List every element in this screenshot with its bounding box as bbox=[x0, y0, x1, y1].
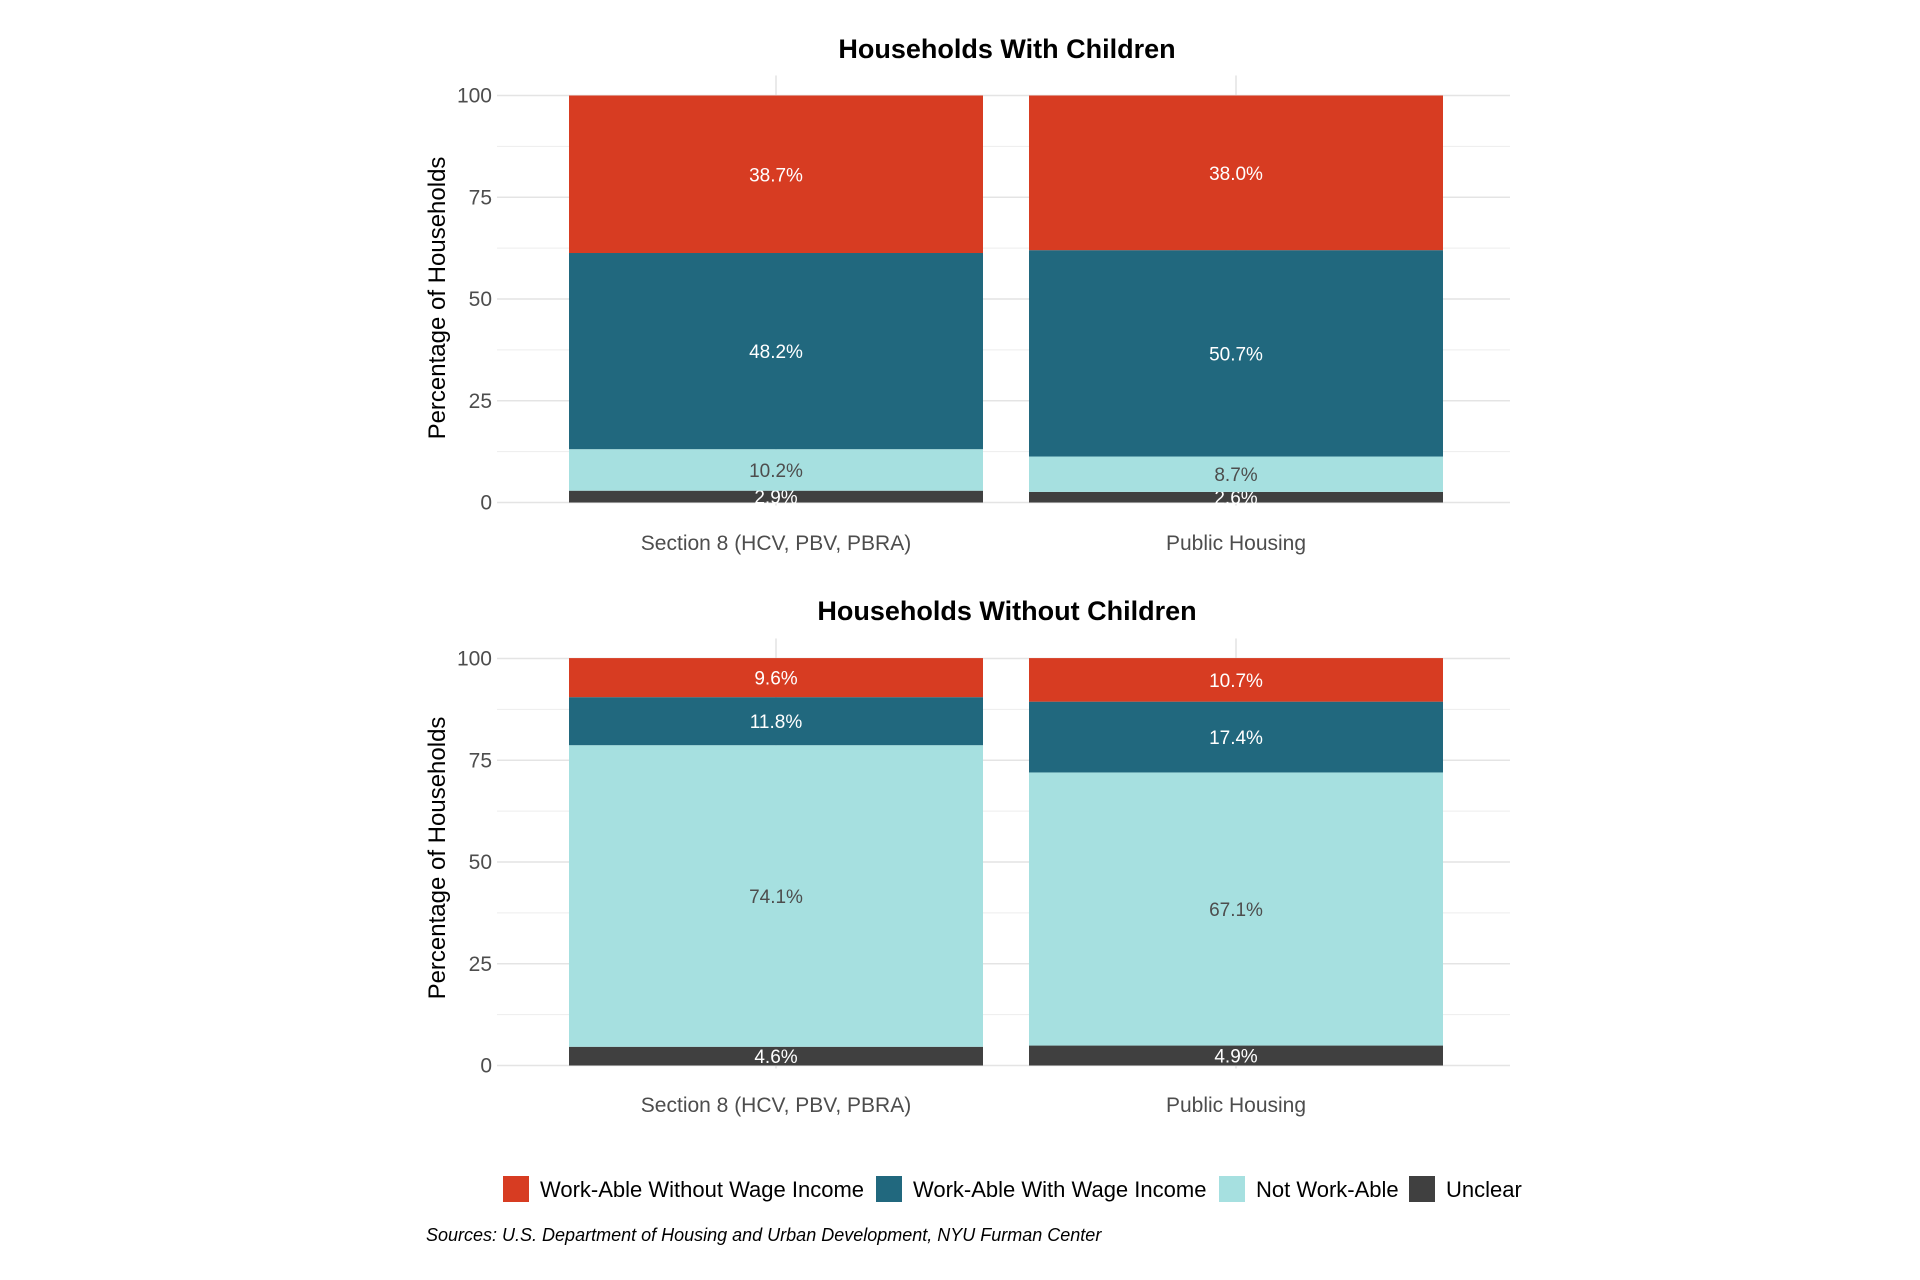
bar-segment-unclear bbox=[1029, 491, 1443, 503]
data-label: 38.0% bbox=[1209, 164, 1263, 185]
y-axis-label: Percentage of Households bbox=[424, 717, 451, 1000]
bar-segment-work-able-with-wage-income bbox=[1029, 701, 1443, 773]
y-tick-label: 0 bbox=[480, 492, 492, 515]
panel-households-with-children: Households With Children Percentage of H… bbox=[424, 34, 1510, 555]
legend-label: Not Work-Able bbox=[1256, 1177, 1399, 1202]
data-label: 11.8% bbox=[750, 712, 803, 733]
y-tick-label: 100 bbox=[457, 85, 492, 108]
data-label: 10.7% bbox=[1209, 671, 1263, 692]
bar-segment-work-able-with-wage-income bbox=[569, 253, 983, 450]
bar-segment-work-able-with-wage-income bbox=[1029, 250, 1443, 457]
data-label: 2.9% bbox=[754, 488, 797, 509]
data-label: 9.6% bbox=[754, 669, 797, 690]
legend-swatch bbox=[503, 1176, 529, 1202]
bar-segment-not-work-able bbox=[569, 745, 983, 1047]
bar-segment-work-able-without-wage-income bbox=[1029, 658, 1443, 702]
data-label: 67.1% bbox=[1209, 900, 1263, 921]
y-tick-label: 75 bbox=[469, 186, 492, 209]
x-tick-label: Section 8 (HCV, PBV, PBRA) bbox=[641, 532, 911, 555]
panel-title: Households With Children bbox=[838, 34, 1175, 64]
bar-segment-work-able-with-wage-income bbox=[569, 697, 983, 746]
y-tick-label: 75 bbox=[469, 749, 492, 772]
legend-swatch bbox=[1409, 1176, 1435, 1202]
legend-label: Work-Able With Wage Income bbox=[913, 1177, 1206, 1202]
bar-segment-work-able-without-wage-income bbox=[1029, 95, 1443, 251]
data-label: 10.2% bbox=[749, 461, 803, 482]
legend-label: Work-Able Without Wage Income bbox=[540, 1177, 864, 1202]
legend-item-unclear: Unclear bbox=[1409, 1176, 1522, 1202]
y-tick-labels: 0 25 50 75 100 bbox=[457, 85, 492, 515]
y-tick-label: 25 bbox=[469, 953, 492, 976]
x-tick-label: Section 8 (HCV, PBV, PBRA) bbox=[641, 1094, 911, 1117]
data-label: 50.7% bbox=[1209, 344, 1263, 365]
y-tick-label: 50 bbox=[469, 851, 492, 874]
data-label: 48.2% bbox=[749, 342, 803, 363]
data-label: 8.7% bbox=[1214, 465, 1257, 486]
data-label: 4.6% bbox=[754, 1047, 797, 1068]
bar-segment-unclear bbox=[569, 490, 983, 503]
y-axis-label: Percentage of Households bbox=[424, 157, 451, 440]
legend-item-work-able-with-wage-income: Work-Able With Wage Income bbox=[876, 1176, 1206, 1202]
data-label: 17.4% bbox=[1209, 728, 1263, 749]
bar-stack-group: 4.6% 74.1% 11.8% 9.6% 4.9% 67.1% 17.4% 10.7% bbox=[569, 658, 1443, 1068]
data-label: 2.6% bbox=[1214, 488, 1257, 509]
y-tick-label: 25 bbox=[469, 390, 492, 413]
bar-segment-not-work-able bbox=[1029, 772, 1443, 1046]
panel-title: Households Without Children bbox=[817, 596, 1196, 626]
y-tick-labels: 0 25 50 75 100 bbox=[457, 648, 492, 1078]
data-label: 4.9% bbox=[1214, 1047, 1257, 1068]
x-tick-labels: Section 8 (HCV, PBV, PBRA) Public Housing bbox=[641, 1094, 1306, 1117]
bar-segment-not-work-able bbox=[569, 449, 983, 491]
bar-segment-work-able-without-wage-income bbox=[569, 95, 983, 254]
bar-segment-work-able-without-wage-income bbox=[569, 658, 983, 698]
x-tick-label: Public Housing bbox=[1166, 1094, 1306, 1117]
source-note: Sources: U.S. Department of Housing and … bbox=[426, 1225, 1102, 1245]
bar-segment-unclear bbox=[569, 1046, 983, 1066]
panel-households-without-children: Households Without Children Percentage o… bbox=[424, 596, 1510, 1117]
legend-swatch bbox=[876, 1176, 902, 1202]
legend-label: Unclear bbox=[1446, 1177, 1522, 1202]
x-tick-label: Public Housing bbox=[1166, 532, 1306, 555]
data-label: 38.7% bbox=[749, 165, 803, 186]
legend: Work-Able Without Wage Income Work-Able W… bbox=[503, 1176, 1522, 1202]
y-tick-label: 50 bbox=[469, 288, 492, 311]
legend-swatch bbox=[1219, 1176, 1245, 1202]
bar-stack-group: 2.9% 10.2% 48.2% 38.7% 2.6%8.7% 50.7% 38.0% bbox=[569, 95, 1443, 509]
y-tick-label: 100 bbox=[457, 648, 492, 671]
bar-segment-unclear bbox=[1029, 1045, 1443, 1066]
x-tick-labels: Section 8 (HCV, PBV, PBRA) Public Housing bbox=[641, 532, 1306, 555]
y-tick-label: 0 bbox=[480, 1055, 492, 1078]
legend-item-work-able-without-wage-income: Work-Able Without Wage Income bbox=[503, 1176, 864, 1202]
bar-segment-not-work-able bbox=[1029, 456, 1443, 492]
legend-item-not-work-able: Not Work-Able bbox=[1219, 1176, 1399, 1202]
data-label: 74.1% bbox=[749, 887, 803, 908]
